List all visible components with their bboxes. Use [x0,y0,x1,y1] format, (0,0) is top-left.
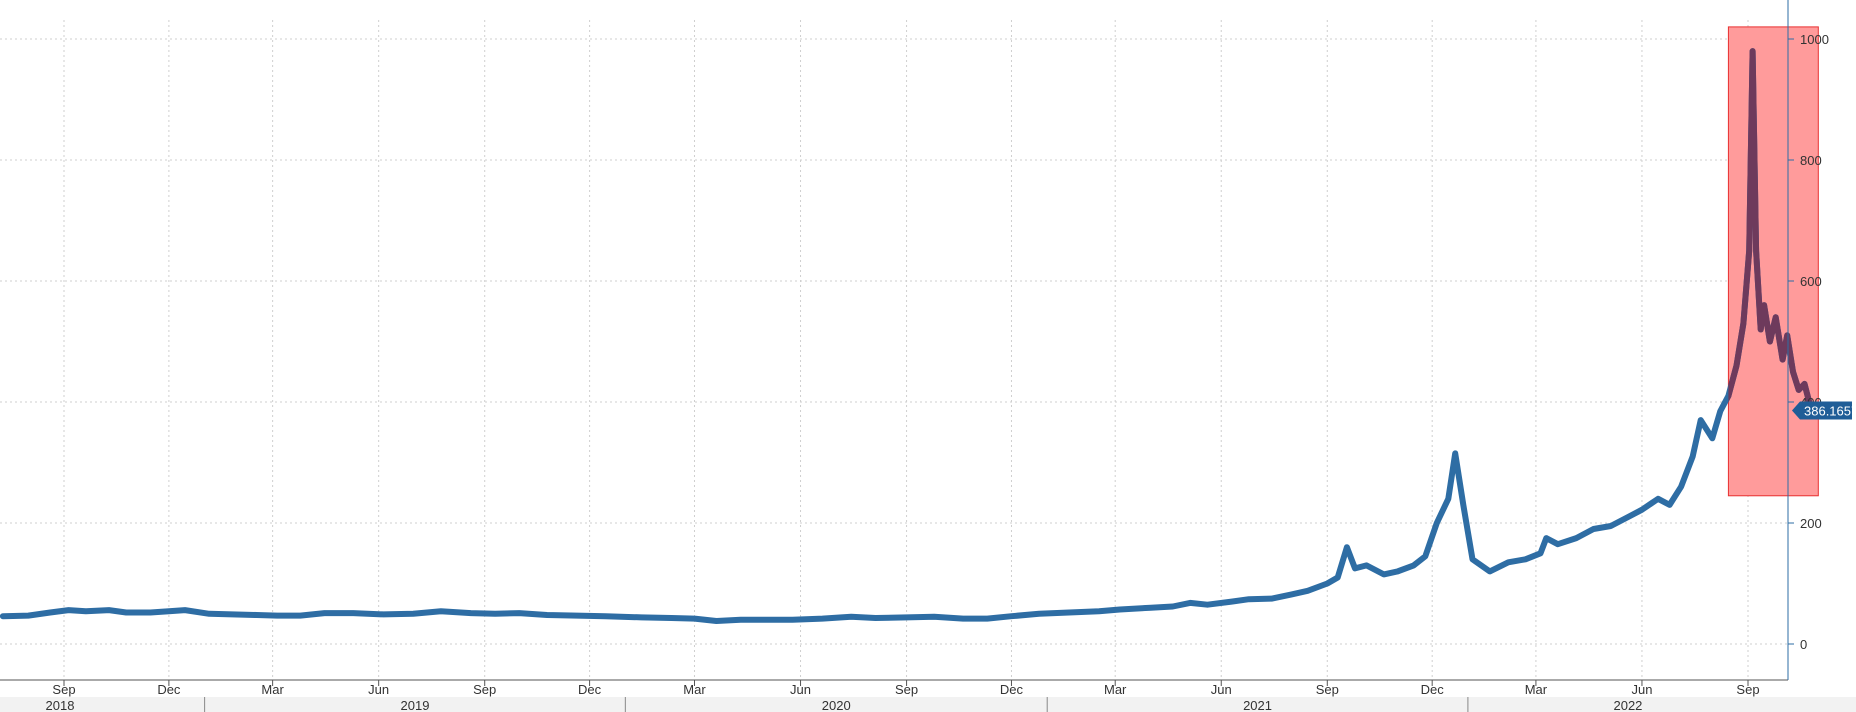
highlight-box [1727,26,1819,497]
y-tick-label: 1000 [1800,32,1829,47]
x-tick-label: Dec [1000,682,1024,697]
y-tick-label: 0 [1800,637,1807,652]
highlight-region [1727,26,1819,497]
x-tick-label: Sep [473,682,496,697]
x-tick-label: Jun [1211,682,1232,697]
x-tick-label: Mar [683,682,706,697]
y-tick-label: 200 [1800,516,1822,531]
x-tick-label: Dec [578,682,602,697]
last-value-badge [1792,401,1852,420]
year-label: 2022 [1613,698,1642,712]
x-tick-label: Sep [1316,682,1339,697]
year-band [0,697,1856,712]
x-tick-label: Sep [52,682,75,697]
last-value-label: 386.1657 [1804,403,1856,418]
y-tick-label: 600 [1800,274,1822,289]
x-tick-label: Sep [895,682,918,697]
y-tick-label: 800 [1800,153,1822,168]
x-tick-label: Mar [1104,682,1127,697]
x-tick-label: Sep [1736,682,1759,697]
x-tick-label: Jun [368,682,389,697]
year-label: 2021 [1243,698,1272,712]
series-layer [0,48,1815,624]
year-label: 2018 [46,698,75,712]
x-tick-label: Jun [790,682,811,697]
x-tick-label: Jun [1631,682,1652,697]
x-tick-label: Dec [157,682,181,697]
x-tick-label: Dec [1421,682,1445,697]
year-label: 2019 [401,698,430,712]
series-line [0,48,1815,624]
year-label: 2020 [822,698,851,712]
x-tick-label: Mar [1525,682,1548,697]
x-tick-label: Mar [261,682,284,697]
series-line-highlighted [1728,48,1815,414]
gridlines [0,20,1788,680]
